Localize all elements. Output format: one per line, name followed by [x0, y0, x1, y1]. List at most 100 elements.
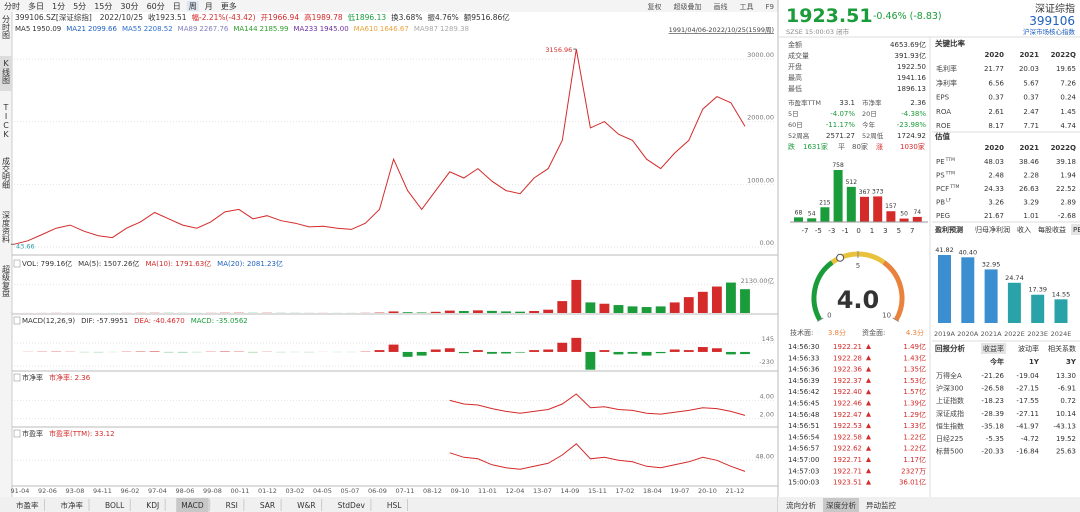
indicator-tab[interactable]: 市净率	[61, 500, 84, 510]
period-tab[interactable]: 周	[189, 2, 197, 11]
x-tick-label: 19-07	[671, 487, 690, 495]
tick-price: 1922.28	[833, 354, 862, 362]
indicator-tab[interactable]: RSI	[226, 501, 238, 510]
panel-tab[interactable]: 深度分析	[826, 500, 856, 510]
row-label: PS	[936, 172, 945, 180]
period-tab[interactable]: 日	[173, 2, 181, 11]
bar-value: 24.74	[1005, 274, 1024, 282]
panel-tab[interactable]: 流向分析	[786, 500, 816, 510]
stat-label: 最高	[788, 73, 802, 82]
x-tick-label: 7	[910, 227, 914, 235]
row-label-sup: LF	[946, 198, 952, 204]
series-line	[449, 393, 746, 416]
bar	[529, 311, 540, 313]
bar	[585, 351, 596, 370]
x-tick-label: 2023E	[1027, 330, 1048, 338]
cell: -17.55	[1016, 397, 1039, 405]
return-tab[interactable]: 波动率	[1018, 344, 1039, 353]
row-label: 标普500	[936, 447, 963, 456]
period-tab[interactable]: 分时	[4, 1, 20, 11]
bar	[655, 306, 666, 313]
period-tab[interactable]: 1分	[52, 2, 65, 11]
bar	[416, 351, 427, 356]
x-tick-label: 06-09	[368, 487, 387, 495]
panel-tab[interactable]: 异动监控	[866, 500, 896, 510]
return-tab[interactable]: 相关系数	[1048, 344, 1076, 353]
tick-volume: 1.22亿	[903, 432, 926, 441]
bar-value: 40.40	[958, 248, 977, 256]
side-tab[interactable]: 超级复盘	[2, 264, 11, 297]
bar	[571, 279, 582, 313]
tick-price: 1923.51	[833, 479, 862, 487]
side-tab[interactable]: TICK	[2, 103, 11, 139]
stat-label: 开盘	[788, 62, 802, 71]
stat-value: 1941.16	[897, 74, 926, 82]
forecast-tab[interactable]: 盈利预测	[934, 225, 963, 234]
tool-button[interactable]: 工具	[740, 3, 754, 11]
tick-time: 14:57:03	[788, 467, 819, 475]
indicator-tab[interactable]: SAR	[260, 501, 275, 510]
forecast-tab[interactable]: 归母净利润	[975, 225, 1010, 234]
up-arrow	[866, 389, 871, 395]
x-tick-label: 2022E	[1004, 330, 1025, 338]
cell: 19.52	[1056, 435, 1076, 443]
x-tick-label: 14-09	[561, 487, 580, 495]
bar	[1054, 299, 1068, 323]
x-tick-label: 2020A	[957, 330, 979, 338]
tool-button[interactable]: 超级叠加	[674, 2, 702, 11]
period-tab[interactable]: 月	[205, 2, 213, 11]
stat-value: -4.38%	[901, 110, 926, 118]
forecast-tab[interactable]: PE	[1073, 226, 1080, 234]
bar	[557, 301, 568, 313]
side-tab[interactable]: 成交明细	[2, 156, 11, 190]
cell: -27.15	[1016, 385, 1039, 393]
cell: 4.74	[1060, 122, 1076, 130]
period-tab[interactable]: 更多	[221, 1, 237, 11]
side-tab[interactable]: K线图	[2, 59, 11, 85]
stat-label: 金额	[788, 40, 802, 49]
indicator-tab[interactable]: BOLL	[105, 501, 125, 510]
tick-price: 1922.71	[833, 456, 862, 464]
tool-button[interactable]: 画线	[714, 2, 728, 11]
bar	[613, 305, 624, 313]
period-tab[interactable]: 60分	[147, 2, 165, 11]
period-tab[interactable]: 15分	[94, 2, 112, 11]
x-tick-label: -3	[828, 227, 835, 235]
indicator-tab[interactable]: W&R	[297, 501, 315, 510]
stat-label: 5日	[788, 110, 799, 118]
forecast-tab[interactable]: 收入	[1017, 225, 1031, 234]
cell: 10.14	[1056, 410, 1077, 418]
help-icon	[13, 373, 21, 382]
tick-time: 14:56:45	[788, 400, 819, 408]
side-tab[interactable]: 深度资料	[2, 211, 11, 244]
cell: 8.17	[988, 122, 1004, 130]
row-label: 净利率	[936, 78, 957, 87]
indicator-tab[interactable]: StdDev	[338, 501, 366, 510]
indicator-tab[interactable]: KDJ	[146, 501, 159, 510]
x-tick-label: 00-11	[231, 487, 250, 495]
bar	[886, 211, 896, 222]
indicator-tab[interactable]: MACD	[181, 501, 204, 510]
cell: -4.72	[1021, 435, 1039, 443]
active-tab	[981, 343, 1006, 354]
cell: 1.45	[1060, 108, 1076, 116]
tool-button[interactable]: F9	[766, 3, 774, 11]
indicator-tab[interactable]: 市盈率	[16, 500, 39, 510]
period-tab[interactable]: 多日	[28, 1, 44, 11]
period-tab[interactable]: 5分	[73, 2, 86, 11]
x-tick-label: 97-04	[148, 487, 167, 495]
tool-button[interactable]: 复权	[648, 2, 662, 11]
indicator-tab[interactable]: HSL	[387, 501, 402, 510]
stat-label: 60日	[788, 121, 803, 129]
cell: 21.77	[984, 65, 1004, 73]
range-label: 1991/04/06-2022/10/25(1599周)	[669, 26, 774, 34]
side-tab[interactable]: 分时图	[2, 15, 11, 40]
period-tab[interactable]: 30分	[120, 2, 138, 11]
x-tick-label: 12-04	[506, 487, 525, 495]
return-tab[interactable]: 收益率	[983, 344, 1004, 353]
bar	[961, 257, 975, 323]
forecast-tab[interactable]: 每股收益	[1038, 225, 1066, 234]
x-tick-label: 99-08	[203, 487, 222, 495]
